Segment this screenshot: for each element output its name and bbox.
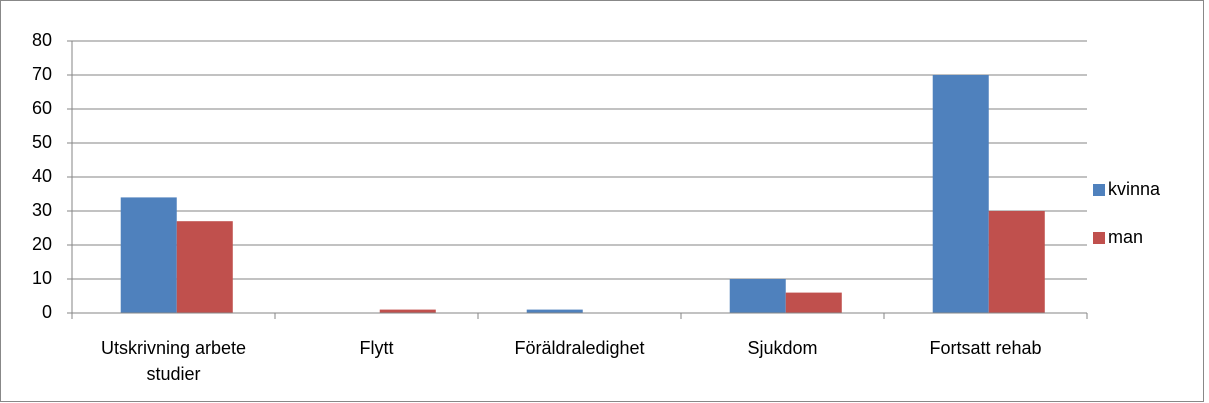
legend-label: man: [1108, 227, 1143, 247]
y-tick-label: 30: [32, 200, 52, 220]
y-tick-label: 40: [32, 166, 52, 186]
bar: [120, 197, 177, 313]
legend-swatch: [1093, 232, 1105, 244]
y-tick-label: 60: [32, 98, 52, 118]
y-tick-label: 0: [42, 302, 52, 322]
bar: [729, 279, 786, 313]
legend-label: kvinna: [1108, 179, 1161, 199]
x-tick-label: Utskrivning arbete studier: [100, 338, 247, 384]
bar: [176, 221, 233, 313]
x-tick-label: Föräldraledighet: [514, 338, 645, 358]
bar: [988, 211, 1045, 313]
bar: [932, 75, 989, 313]
y-tick-label: 50: [32, 132, 52, 152]
x-tick-label: Sjukdom: [747, 338, 818, 358]
x-tick-label: Flytt: [359, 338, 394, 358]
legend-swatch: [1093, 184, 1105, 196]
bar: [785, 292, 842, 313]
y-tick-label: 20: [32, 234, 52, 254]
x-tick-label: Fortsatt rehab: [929, 338, 1042, 358]
bar: [379, 309, 436, 313]
bar: [526, 309, 583, 313]
y-tick-label: 10: [32, 268, 52, 288]
y-tick-label: 70: [32, 64, 52, 84]
y-tick-label: 80: [32, 30, 52, 50]
